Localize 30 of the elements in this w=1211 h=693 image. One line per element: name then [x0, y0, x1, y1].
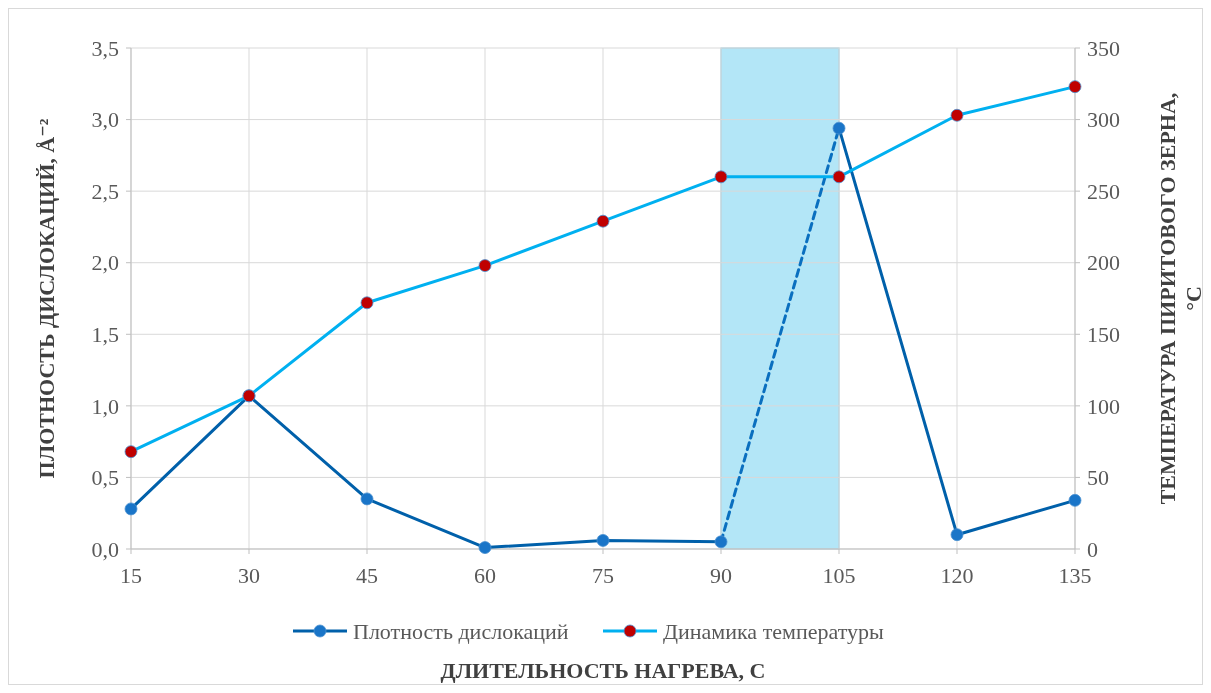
- y2-tick-label: 350: [1087, 35, 1120, 61]
- y-tick-label: 2,0: [91, 250, 119, 276]
- y2-tick-label: 150: [1087, 321, 1120, 347]
- x-tick-label: 90: [710, 563, 732, 588]
- y2-tick-label: 0: [1087, 536, 1098, 562]
- y-tick-label: 0,0: [91, 536, 119, 562]
- y-axis-title: ПЛОТНОСТЬ ДИСЛОКАЦИЙ, Å⁻²: [34, 118, 59, 479]
- y-tick-label: 2,5: [91, 178, 119, 204]
- x-tick-label: 135: [1058, 563, 1092, 588]
- y2-tick-label: 250: [1087, 178, 1120, 204]
- y2-tick-label: 50: [1087, 465, 1109, 491]
- y-tick-label: 3,5: [91, 35, 119, 61]
- legend-label: Динамика температуры: [663, 618, 884, 644]
- x-tick-label: 120: [940, 563, 974, 588]
- y-tick-label: 1,5: [91, 321, 119, 347]
- x-axis-title: ДЛИТЕЛЬНОСТЬ НАГРЕВА, С: [440, 658, 766, 683]
- y-tick-label: 1,0: [91, 393, 119, 419]
- x-tick-label: 105: [822, 563, 856, 588]
- y2-axis-title: ТЕМПЕРАТУРА ПИРИТОВОГО ЗЕРНА, °С: [1155, 92, 1206, 505]
- x-tick-label: 75: [592, 563, 614, 588]
- y2-tick-label: 300: [1087, 107, 1120, 133]
- x-tick-label: 30: [238, 563, 260, 588]
- x-tick-label: 45: [356, 563, 378, 588]
- y2-tick-label: 100: [1087, 393, 1120, 419]
- y2-tick-label: 200: [1087, 250, 1120, 276]
- y-tick-label: 0,5: [91, 465, 119, 491]
- x-tick-label: 60: [474, 563, 496, 588]
- x-tick-label: 15: [120, 563, 142, 588]
- legend-label: Плотность дислокаций: [353, 618, 569, 644]
- y-tick-label: 3,0: [91, 107, 119, 133]
